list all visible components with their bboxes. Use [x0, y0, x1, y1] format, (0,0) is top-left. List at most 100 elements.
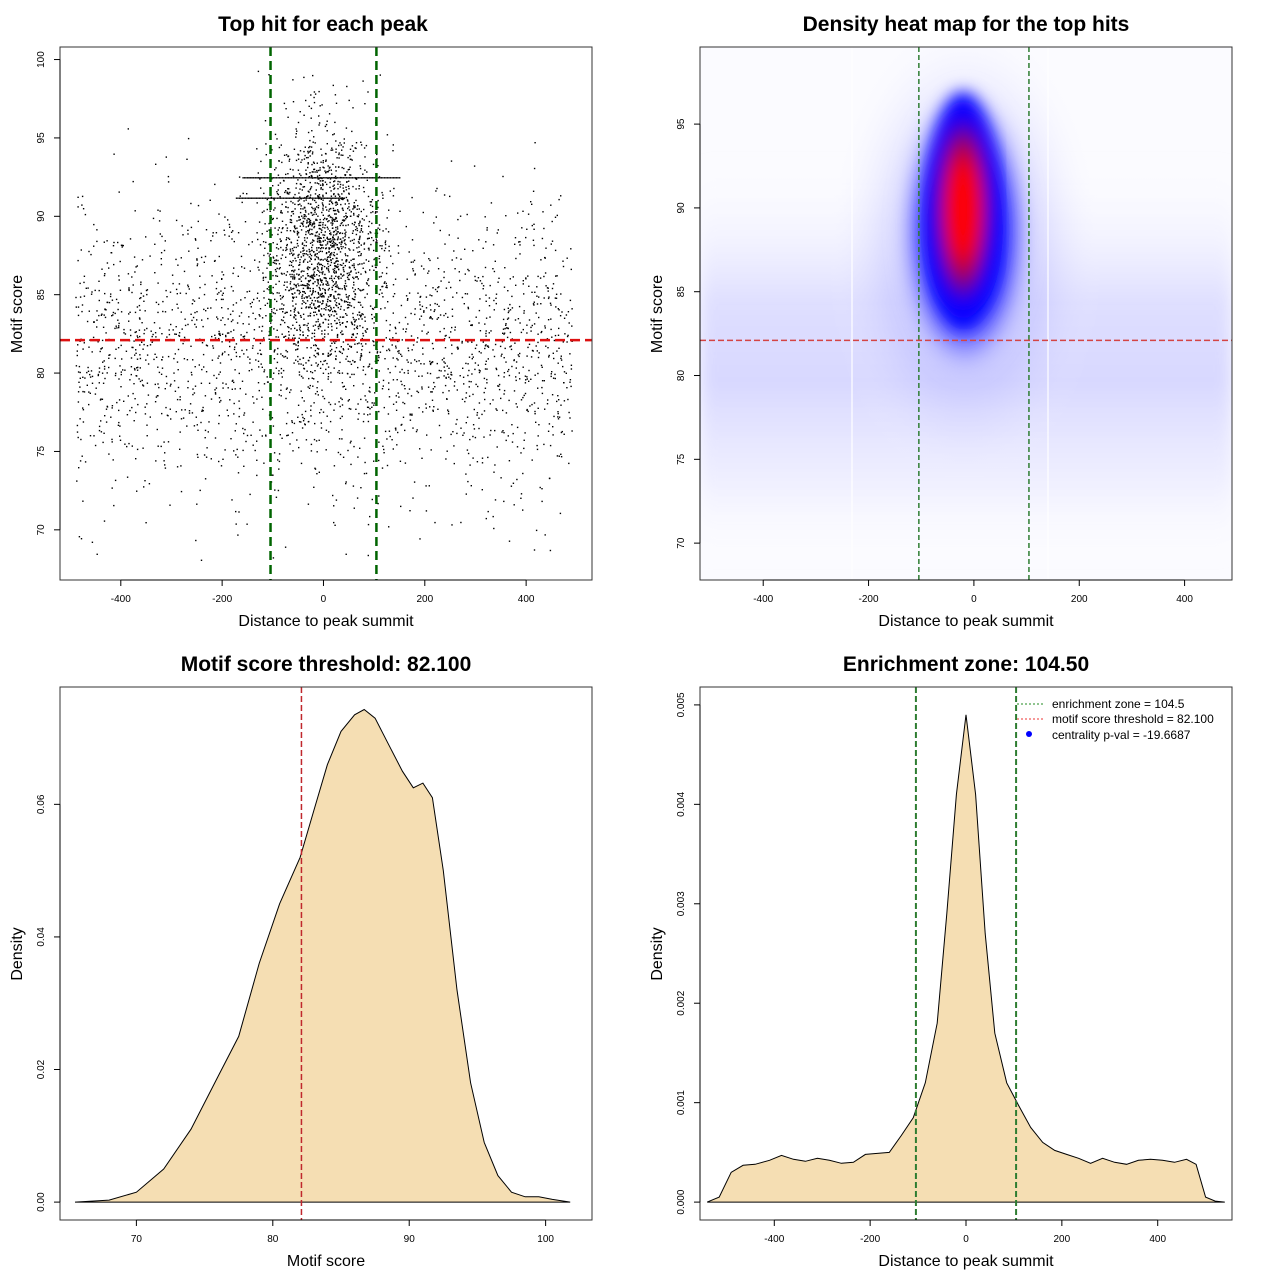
y-tick-label: 95: [36, 132, 47, 144]
scatter-point: [367, 523, 370, 526]
scatter-point: [305, 173, 307, 175]
scatter-point: [494, 343, 497, 346]
scatter-point: [278, 177, 281, 179]
scatter-point: [276, 267, 278, 270]
scatter-point: [298, 216, 300, 218]
scatter-point: [177, 386, 180, 389]
scatter-point: [360, 210, 362, 213]
scatter-point: [268, 334, 270, 337]
scatter-point: [401, 368, 403, 371]
scatter-point: [403, 385, 406, 387]
scatter-point: [278, 263, 281, 265]
scatter-point: [115, 325, 117, 327]
scatter-point: [312, 151, 314, 153]
scatter-point: [421, 457, 423, 459]
scatter-point: [348, 209, 351, 211]
scatter-point: [235, 454, 237, 456]
scatter-point: [502, 328, 505, 330]
scatter-point: [525, 379, 527, 381]
scatter-point: [332, 234, 335, 236]
scatter-point: [282, 308, 284, 310]
scatter-point: [190, 313, 192, 315]
scatter-point: [350, 158, 352, 160]
scatter-point: [307, 254, 309, 256]
scatter-point: [569, 417, 571, 419]
scatter-point: [311, 274, 313, 277]
scatter-point: [310, 443, 313, 446]
scatter-point: [285, 206, 287, 208]
scatter-point: [308, 307, 310, 309]
scatter-point: [304, 292, 306, 294]
scatter-point: [269, 197, 271, 199]
scatter-point: [367, 233, 370, 235]
scatter-point: [302, 334, 304, 336]
scatter-point: [395, 332, 397, 335]
scatter-point: [452, 296, 454, 298]
scatter-point: [544, 325, 546, 327]
scatter-point: [318, 241, 321, 243]
scatter-point: [523, 312, 525, 314]
scatter-point: [234, 430, 236, 432]
scatter-point: [292, 101, 295, 103]
scatter-point: [352, 359, 354, 362]
scatter-point: [552, 377, 555, 379]
scatter-point: [277, 459, 279, 461]
scatter-point: [350, 363, 353, 365]
scatter-point: [373, 327, 375, 329]
scatter-point: [177, 348, 180, 351]
scatter-point: [279, 295, 282, 297]
scatter-point: [329, 300, 331, 302]
scatter-point: [340, 144, 342, 146]
scatter-point: [252, 345, 254, 347]
scatter-point: [515, 403, 517, 405]
scatter-point: [327, 269, 330, 272]
scatter-point: [214, 437, 217, 439]
scatter-point: [345, 296, 348, 298]
scatter-point: [139, 335, 141, 338]
scatter-point: [241, 380, 244, 382]
scatter-point: [260, 187, 262, 189]
scatter-point: [335, 322, 337, 325]
scatter-point: [327, 256, 330, 258]
scatter-point: [322, 184, 324, 187]
scatter-point: [307, 177, 310, 179]
scatter-point: [178, 335, 181, 337]
scatter-point: [154, 243, 156, 245]
scatter-point: [323, 308, 325, 310]
scatter-point: [353, 318, 355, 321]
scatter-point: [350, 270, 352, 272]
scatter-point: [337, 265, 339, 268]
scatter-point: [227, 308, 229, 310]
scatter-point: [288, 331, 290, 333]
scatter-point: [325, 247, 328, 249]
scatter-point: [297, 360, 299, 363]
scatter-point: [421, 330, 423, 332]
scatter-point: [351, 322, 353, 324]
scatter-point: [438, 424, 441, 427]
scatter-point: [190, 202, 192, 205]
scatter-point: [412, 344, 415, 346]
scatter-point: [274, 207, 276, 209]
scatter-point: [324, 197, 326, 199]
scatter-point: [94, 289, 96, 292]
scatter-point: [332, 177, 334, 179]
scatter-point: [484, 363, 487, 365]
scatter-point: [546, 403, 549, 405]
scatter-point: [298, 363, 300, 365]
scatter-point: [322, 194, 324, 196]
scatter-point: [197, 220, 199, 223]
scatter-point: [100, 420, 102, 422]
scatter-point: [510, 485, 513, 487]
scatter-point: [265, 434, 267, 436]
scatter-point: [505, 412, 508, 414]
scatter-point: [321, 104, 323, 106]
scatter-point: [237, 232, 240, 234]
scatter-point: [565, 314, 568, 316]
scatter-point: [509, 303, 511, 306]
scatter-point: [288, 264, 291, 267]
scatter-point: [563, 400, 566, 402]
scatter-point: [292, 288, 294, 290]
scatter-point: [411, 239, 414, 241]
scatter-point: [289, 197, 291, 199]
scatter-point: [270, 196, 273, 199]
